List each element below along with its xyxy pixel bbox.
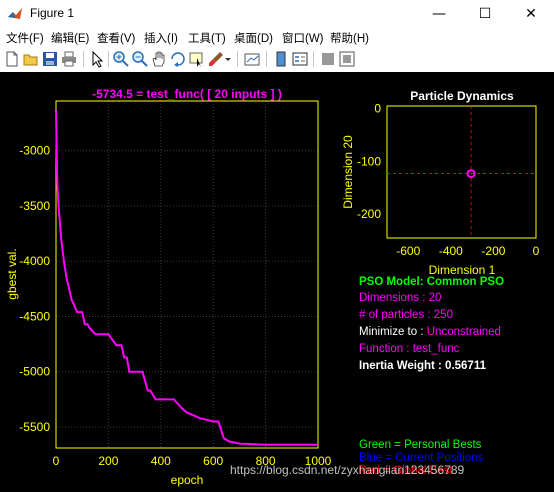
toolbar-separator	[108, 51, 109, 67]
main-x-tick-label: 200	[98, 454, 118, 468]
gbest-convergence-plot: -5734.5 = test_func( [ 20 inputs ] ) 0 20…	[5, 87, 332, 487]
legend-icon[interactable]	[291, 50, 309, 68]
print-icon[interactable]	[60, 50, 78, 68]
colorbar-icon[interactable]	[272, 50, 290, 68]
particle-dynamics-plot: Particle Dynamics -600 -400 -200 0 0 -100 -200…	[341, 89, 540, 277]
main-plot-xlabel: epoch	[171, 473, 204, 487]
particle-plot-ticks: -600 -400 -200 0 0 -100 -200	[357, 102, 540, 258]
minimize-value: Unconstrained	[426, 326, 501, 338]
particle-y-tick-label: 0	[374, 102, 381, 116]
particle-x-tick-label: 0	[533, 244, 540, 258]
menu-view[interactable]: 查看(V)	[97, 33, 136, 45]
main-y-tick-label: -3000	[19, 144, 50, 158]
watermark: https://blog.csdn.net/zyxhangiian1234567…	[230, 463, 465, 477]
matlab-logo-icon	[8, 8, 22, 19]
toolbar-separator	[266, 51, 267, 67]
main-y-tick-label: -3500	[19, 199, 50, 213]
rotate-3d-icon[interactable]	[169, 50, 187, 68]
link-plot-icon[interactable]	[243, 50, 261, 68]
minimize-button[interactable]: —	[432, 6, 446, 22]
particle-points	[387, 106, 536, 238]
main-y-tick-label: -4500	[19, 309, 50, 323]
main-plot-axes-box	[55, 100, 319, 449]
main-x-tick-label: 600	[203, 454, 223, 468]
particle-plot-title: Particle Dynamics	[410, 89, 514, 103]
new-figure-icon[interactable]	[3, 50, 21, 68]
figure-canvas: -5734.5 = test_func( [ 20 inputs ] ) 0 20…	[0, 72, 554, 492]
dimensions-text: Dimensions : 20	[359, 292, 442, 304]
particle-plot-ylabel: Dimension 20	[341, 135, 355, 209]
main-y-tick-label: -4000	[19, 254, 50, 268]
menu-insert[interactable]: 插入(I)	[144, 33, 178, 45]
inertia-weight-text: Inertia Weight : 0.56711	[359, 360, 486, 372]
legend-red: Red = Global Best	[359, 465, 453, 477]
minimize-label: Minimize to :	[359, 326, 427, 338]
particle-x-tick-label: -600	[396, 244, 420, 258]
pso-model-text: PSO Model: Common PSO	[359, 276, 505, 288]
menu-window[interactable]: 窗口(W)	[282, 33, 324, 45]
main-x-tick-label: 1000	[305, 454, 332, 468]
main-plot-title: -5734.5 = test_func( [ 20 inputs ] )	[92, 87, 282, 101]
toolbar-separator	[83, 51, 84, 67]
minimize-text: Minimize to : Unconstrained	[359, 326, 501, 338]
menu-desktop[interactable]: 桌面(D)	[234, 33, 273, 45]
function-text: Function : test_func	[359, 343, 460, 355]
menu-tools[interactable]: 工具(T)	[188, 33, 226, 45]
toolbar-separator	[313, 51, 314, 67]
particle-point	[466, 169, 476, 179]
legend-blue: Blue = Current Positions	[359, 452, 484, 464]
particle-y-tick-label: -100	[357, 154, 381, 168]
zoom-in-icon[interactable]	[112, 50, 130, 68]
particle-plot-axes-box	[386, 105, 537, 239]
save-icon[interactable]	[41, 50, 59, 68]
particle-y-tick-label: -200	[357, 207, 381, 221]
toolbar-separator	[237, 51, 238, 67]
particle-x-tick-label: -200	[481, 244, 505, 258]
toolbar	[0, 46, 554, 73]
pointer-icon[interactable]	[88, 50, 106, 68]
particles-text: # of particles : 250	[359, 309, 453, 321]
show-plot-tools-icon[interactable]	[338, 50, 356, 68]
brush-dropdown-icon[interactable]	[224, 50, 232, 68]
particle-plot-xlabel: Dimension 1	[429, 263, 496, 277]
menu-file[interactable]: 文件(F)	[6, 33, 44, 45]
maximize-button[interactable]: ☐	[478, 6, 492, 22]
main-x-tick-label: 400	[151, 454, 171, 468]
window-title: Figure 1	[30, 6, 75, 20]
title-bar: Figure 1 — ☐ ✕	[0, 0, 554, 28]
hide-plot-tools-icon[interactable]	[319, 50, 337, 68]
main-x-tick-label: 800	[256, 454, 276, 468]
main-y-tick-label: -5500	[19, 420, 50, 434]
zoom-out-icon[interactable]	[131, 50, 149, 68]
main-x-tick-label: 0	[53, 454, 60, 468]
main-y-tick-label: -5000	[19, 365, 50, 379]
legend-green: Green = Personal Bests	[359, 439, 482, 451]
pan-hand-icon[interactable]	[150, 50, 168, 68]
data-cursor-icon[interactable]	[188, 50, 206, 68]
main-plot-ticks: 0 200 400 600 800 1000 -5500 -5000 -4500 -4000 -35…	[19, 144, 331, 468]
menu-bar: 文件(F) 编辑(E) 查看(V) 插入(I) 工具(T) 桌面(D) 窗口(W…	[0, 28, 554, 46]
particle-x-tick-label: -400	[439, 244, 463, 258]
main-plot-ylabel: gbest val.	[5, 248, 19, 299]
menu-help[interactable]: 帮助(H)	[330, 33, 369, 45]
menu-edit[interactable]: 编辑(E)	[51, 33, 90, 45]
brush-icon[interactable]	[207, 50, 225, 68]
open-file-icon[interactable]	[22, 50, 40, 68]
close-button[interactable]: ✕	[525, 6, 537, 22]
gbest-curve	[55, 109, 318, 446]
